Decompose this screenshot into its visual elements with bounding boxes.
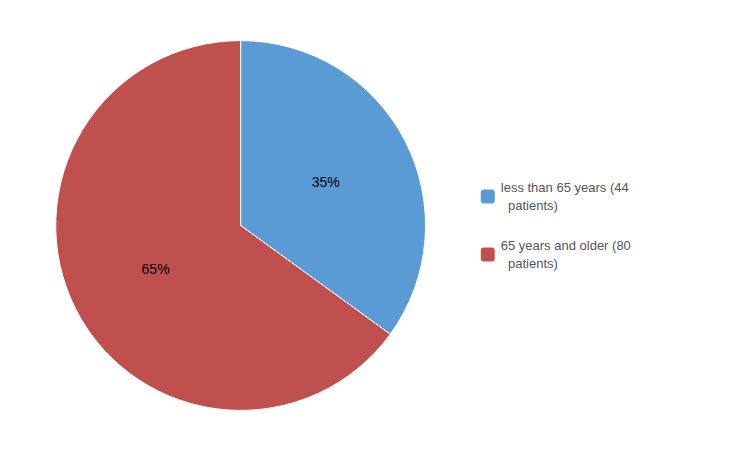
svg-text:65 years and older (80: 65 years and older (80 — [501, 238, 631, 253]
svg-text:65%: 65% — [142, 261, 170, 277]
svg-text:patients): patients) — [501, 256, 558, 271]
svg-text:35%: 35% — [312, 174, 340, 190]
svg-text:patients): patients) — [501, 198, 558, 213]
svg-text:less than 65 years (44: less than 65 years (44 — [501, 180, 629, 195]
